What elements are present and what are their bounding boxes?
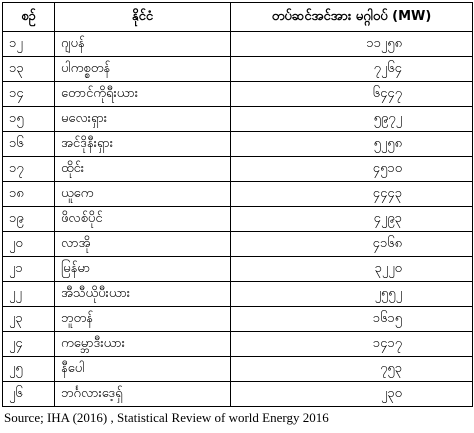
table-cell: မလေးရှား	[54, 106, 231, 132]
table-cell: ၂၄	[2, 331, 55, 357]
table-cell: ၂၁	[2, 256, 55, 282]
table-row: ၁၆ အင်ဒိုနီးရှား ၅၂၅၈	[2, 131, 473, 157]
table-cell: ၁၉	[2, 206, 55, 232]
table-cell: ၁၆၁၅	[230, 306, 473, 332]
table-cell: ၂၆	[2, 381, 55, 407]
table-row: ၁၉ ဖိလစ်ပိုင် ၄၂၉၃	[2, 206, 473, 232]
table-cell: ၂၀	[2, 231, 55, 257]
table-row: ၂၂ အီသီယိုပီးယား ၂၅၅၂	[2, 281, 473, 307]
table-cell: တောင်ကိုရီးယား	[54, 81, 231, 107]
table-cell: ၂၃၀	[230, 381, 473, 407]
table-cell: ၇၅၃	[230, 356, 473, 382]
table-cell: ဂျပန်	[54, 31, 231, 57]
table-cell: ပါကစ္စတန်	[54, 56, 231, 82]
table-cell: ၆၄၄၇	[230, 81, 473, 107]
table-cell: ၁၄	[2, 81, 55, 107]
table-cell: ၂၃	[2, 306, 55, 332]
table-cell: ၄၄၄၃	[230, 181, 473, 207]
table-cell: ၁၁၂၅၈	[230, 31, 473, 57]
capacity-table: စဉ် နိုင်ငံ တပ်ဆင်အင်အား မဂ္ဂါဝပ် (MW) ၁၂ဂ…	[2, 2, 473, 407]
table-cell: ၁၂	[2, 31, 55, 57]
header-cell: နိုင်ငံ	[54, 2, 231, 32]
table-cell: ၁၄၁၇	[230, 331, 473, 357]
table-cell: ၅၉၇၂	[230, 106, 473, 132]
source-note: Source; IHA (2016) , Statistical Review …	[4, 410, 329, 425]
table-cell: ဘင်္ဂလားဒေ့ရှ်	[54, 381, 231, 407]
table-cell: ၁၇	[2, 156, 55, 182]
table-cell: ၁၆	[2, 131, 55, 157]
table-row: ၁၈ ယူကေ ၄၄၄၃	[2, 181, 473, 207]
table-row: ၂၆ ဘင်္ဂလားဒေ့ရှ် ၂၃၀	[2, 381, 473, 407]
table-cell: ဖိလစ်ပိုင်	[54, 206, 231, 232]
table-cell: ၂၅	[2, 356, 55, 382]
table-cell: ၂၅၅၂	[230, 281, 473, 307]
table-cell: ကမ္ဘောဒီးယား	[54, 331, 231, 357]
table-cell: ၁၈	[2, 181, 55, 207]
table-cell: ၁၅	[2, 106, 55, 132]
header-row: စဉ် နိုင်ငံ တပ်ဆင်အင်အား မဂ္ဂါဝပ် (MW)	[2, 2, 473, 32]
table-row: ၁၅ မလေးရှား ၅၉၇၂	[2, 106, 473, 132]
table-cell: ၄၁၆၈	[230, 231, 473, 257]
table-cell: ၄၅၁၀	[230, 156, 473, 182]
table-cell: ၇၂၆၄	[230, 56, 473, 82]
table-row: ၁၇ ထိုင်း ၄၅၁၀	[2, 156, 473, 182]
table-cell: ၂၂	[2, 281, 55, 307]
header-cell: တပ်ဆင်အင်အား မဂ္ဂါဝပ် (MW)	[230, 2, 473, 32]
table-row: ၂၀ လာအို ၄၁၆၈	[2, 231, 473, 257]
table-row: ၂၃ ဘူတန် ၁၆၁၅	[2, 306, 473, 332]
table-row: ၂၁ မြန်မာ ၃၂၂၀	[2, 256, 473, 282]
table-cell: ၁၃	[2, 56, 55, 82]
table-cell: ၃၂၂၀	[230, 256, 473, 282]
table-cell: ၅၂၅၈	[230, 131, 473, 157]
table-body: ၁၂ ဂျပန် ၁၁၂၅၈ ၁၃ ပါကစ္စတန် ၇၂၆၄ ၁၄ တောင်ကိုရီး…	[2, 31, 473, 407]
table-cell: အီသီယိုပီးယား	[54, 281, 231, 307]
table-row: ၂၅ နီပေါ ၇၅၃	[2, 356, 473, 382]
table-cell: ထိုင်း	[54, 156, 231, 182]
table-cell: ယူကေ	[54, 181, 231, 207]
table-row: ၁၄ တောင်ကိုရီးယား ၆၄၄၇	[2, 81, 473, 107]
table-cell: လာအို	[54, 231, 231, 257]
table-row: ၁၃ ပါကစ္စတန် ၇၂၆၄	[2, 56, 473, 82]
table-cell: နီပေါ	[54, 356, 231, 382]
table-row: ၁၂ ဂျပန် ၁၁၂၅၈	[2, 31, 473, 57]
table-row: ၂၄ ကမ္ဘောဒီးယား ၁၄၁၇	[2, 331, 473, 357]
table-cell: မြန်မာ	[54, 256, 231, 282]
table-cell: ဘူတန်	[54, 306, 231, 332]
table-cell: အင်ဒိုနီးရှား	[54, 131, 231, 157]
table-cell: ၄၂၉၃	[230, 206, 473, 232]
header-cell: စဉ်	[2, 2, 55, 32]
